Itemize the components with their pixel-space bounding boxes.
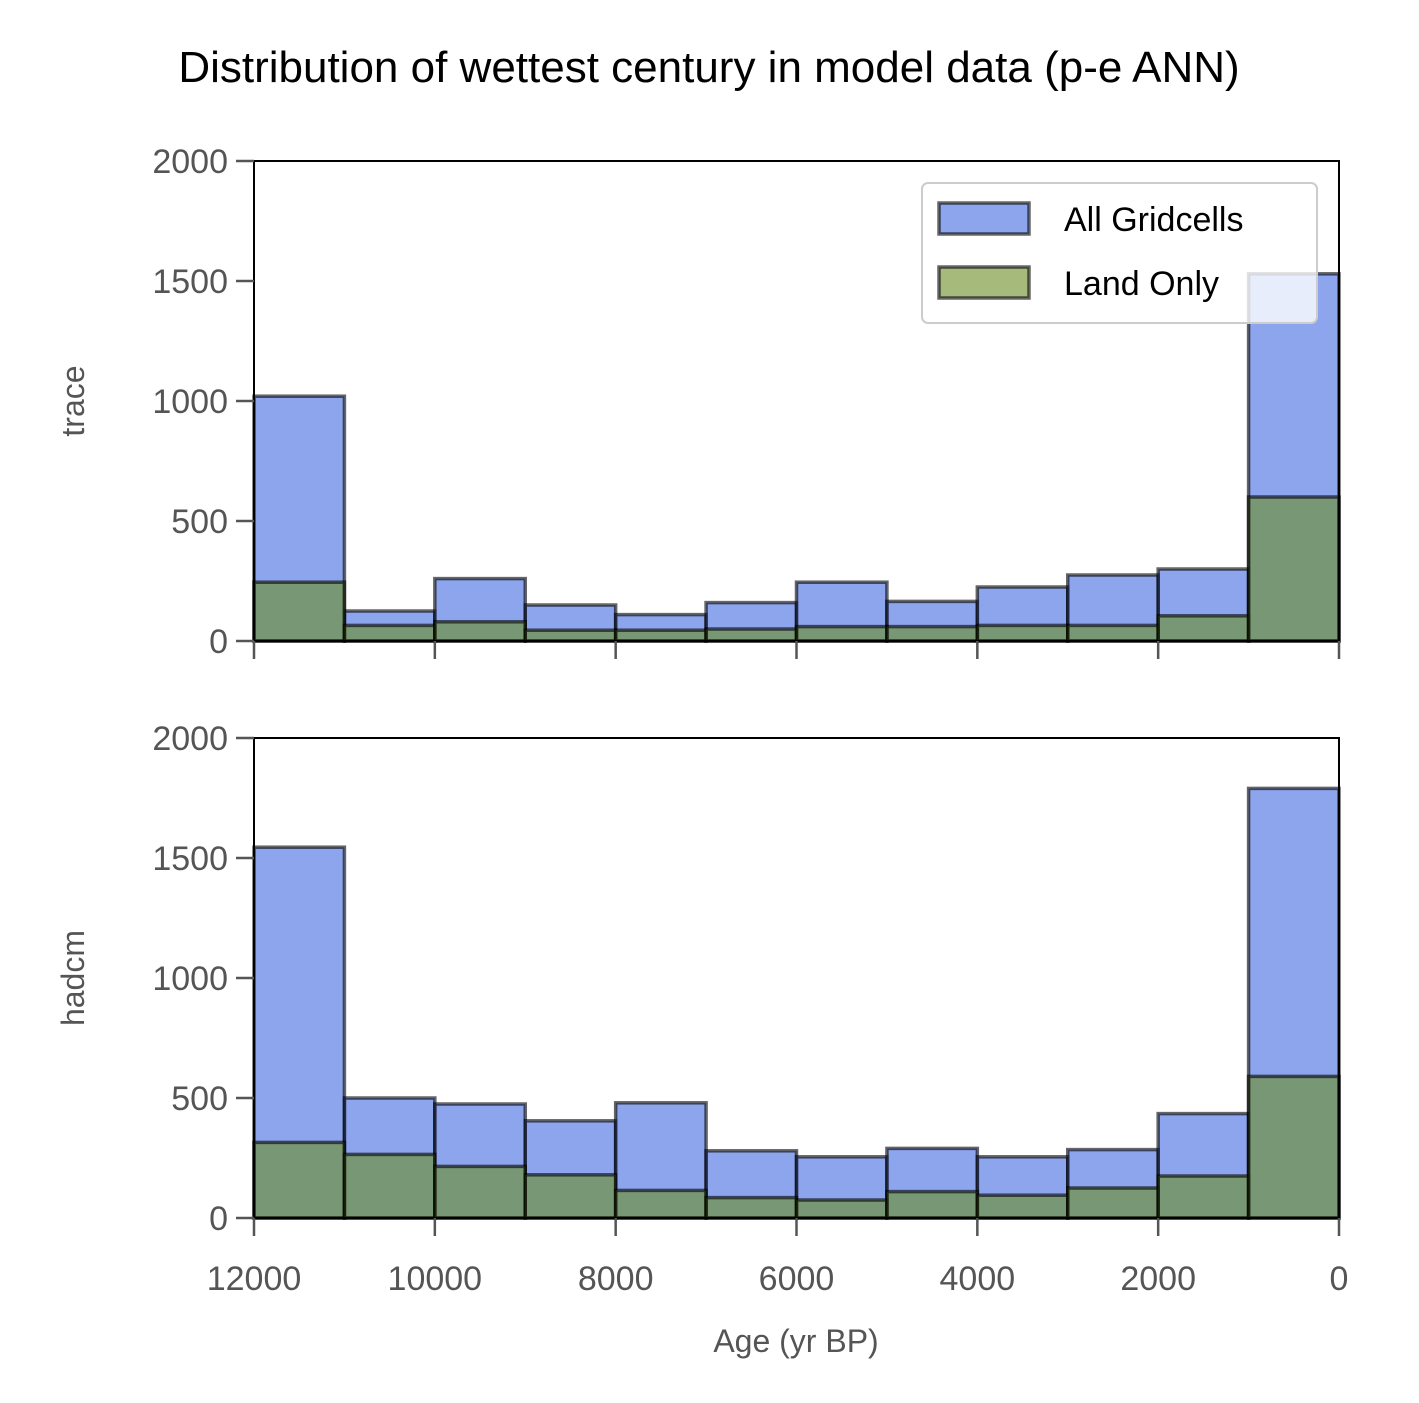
land-only-bar xyxy=(1066,623,1160,643)
land-only-bar xyxy=(613,628,708,643)
y-axis-label: trace xyxy=(55,365,91,436)
x-tick-label: 2000 xyxy=(1120,1260,1196,1298)
land-only-bar xyxy=(433,620,528,643)
legend: All Gridcells Land Only xyxy=(921,182,1318,324)
land-only-bar xyxy=(1156,614,1251,643)
y-tick-label: 1000 xyxy=(152,960,228,998)
x-tick-label: 4000 xyxy=(940,1260,1016,1298)
land-only-bar xyxy=(975,623,1070,643)
land-only-bar xyxy=(252,1140,347,1220)
x-tick-label: 12000 xyxy=(207,1260,302,1298)
land-only-bar xyxy=(885,1189,980,1220)
land-only-bar xyxy=(342,623,437,643)
x-tick-label: 10000 xyxy=(388,1260,483,1298)
y-tick-label: 500 xyxy=(171,503,228,541)
y-axis-label: hadcm xyxy=(55,930,91,1026)
y-tick-label: 1500 xyxy=(152,263,228,301)
land-only-bar xyxy=(794,624,889,643)
trace-panel: 0 500 1000 1500 2000 trace All Gridcells Land O… xyxy=(55,143,1341,661)
x-tick-label: 0 xyxy=(1330,1260,1349,1298)
x-tick-label: 6000 xyxy=(759,1260,835,1298)
all-gridcells-legend-swatch xyxy=(937,201,1031,236)
land-only-bar xyxy=(1066,1186,1160,1220)
land-only-bar xyxy=(794,1198,889,1220)
land-only-bar xyxy=(1246,495,1341,643)
land-only-bar xyxy=(885,624,980,643)
hadcm-panel: 0 500 1000 1500 2000 12000 10000 8000 6000 4000 20… xyxy=(55,720,1348,1298)
figure-title: Distribution of wettest century in model… xyxy=(178,43,1239,92)
land-only-bar xyxy=(523,628,618,643)
y-tick-label: 500 xyxy=(171,1080,228,1118)
y-tick-label: 0 xyxy=(209,1200,228,1238)
y-tick-label: 1000 xyxy=(152,383,228,421)
y-tick-label: 0 xyxy=(209,623,228,661)
land-only-bar xyxy=(1246,1074,1341,1220)
y-tick-label: 2000 xyxy=(152,143,228,181)
land-only-bar xyxy=(704,627,799,643)
land-only-bar xyxy=(704,1195,799,1220)
land-only-bar xyxy=(613,1188,708,1220)
land-only-legend-label: Land Only xyxy=(1064,265,1219,303)
land-only-bar xyxy=(433,1164,528,1220)
land-only-bar xyxy=(1156,1174,1251,1220)
land-only-bar xyxy=(975,1193,1070,1220)
land-only-bar xyxy=(523,1173,618,1220)
y-tick-label: 2000 xyxy=(152,720,228,758)
land-only-legend-swatch xyxy=(937,265,1031,300)
land-only-bar xyxy=(252,580,347,643)
x-tick-label: 8000 xyxy=(578,1260,654,1298)
y-tick-label: 1500 xyxy=(152,840,228,878)
x-axis-label: Age (yr BP) xyxy=(713,1323,878,1359)
all-gridcells-legend-label: All Gridcells xyxy=(1064,201,1243,239)
land-only-bar xyxy=(342,1152,437,1220)
